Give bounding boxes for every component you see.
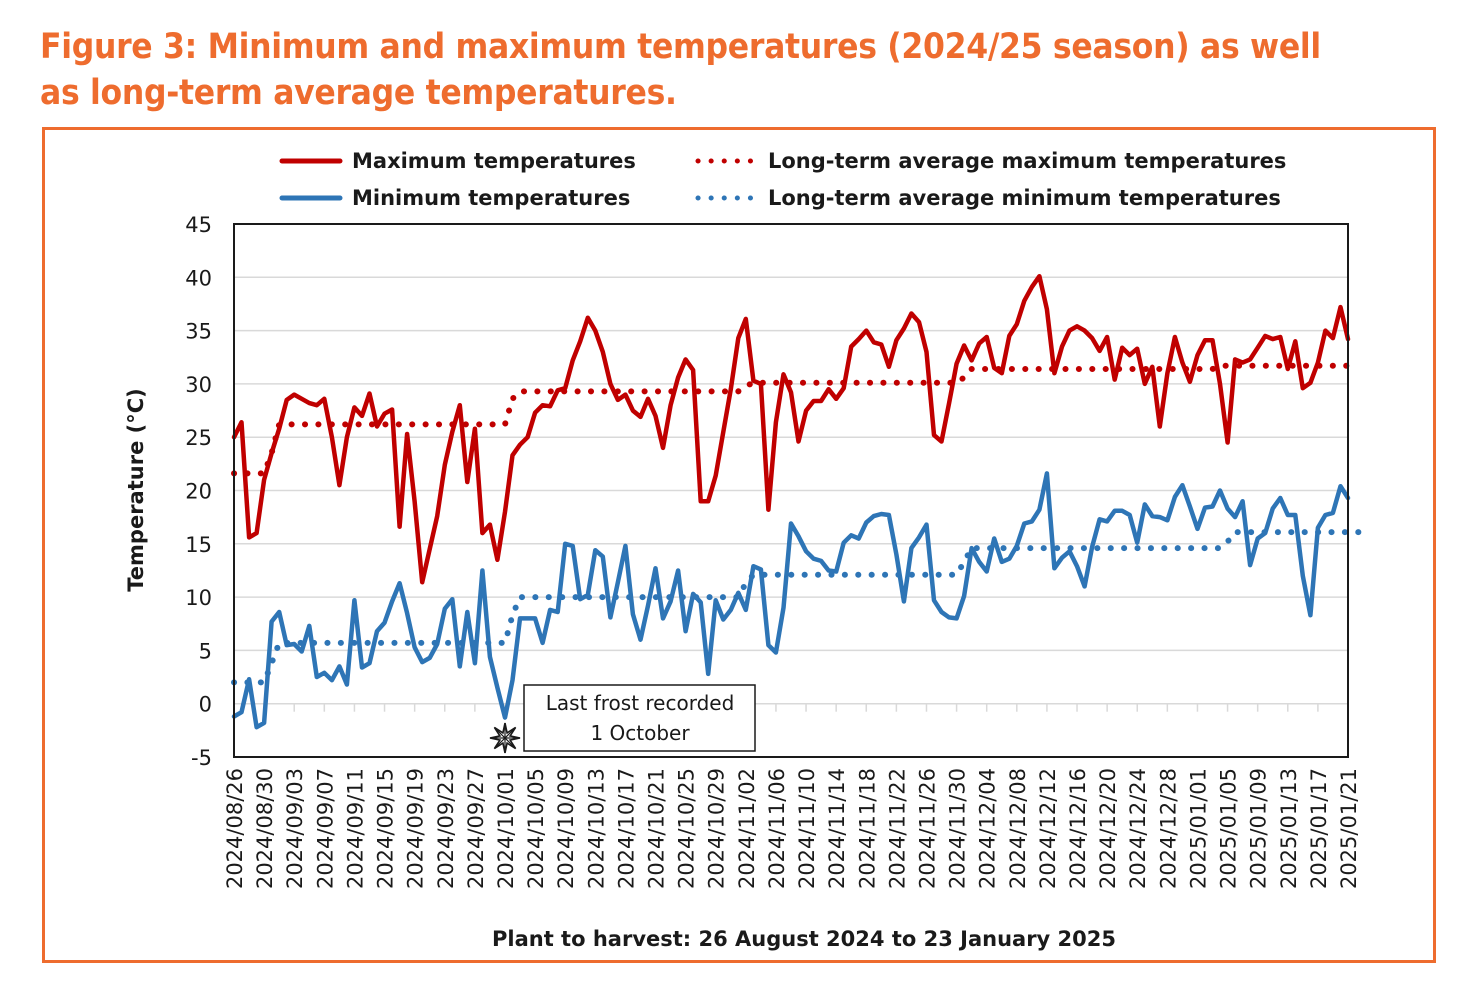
x-tick-label: 2024/11/02 [735,768,759,889]
x-tick-label: 2024/12/08 [1006,768,1030,889]
y-tick-label: 40 [185,266,212,290]
x-tick-label: 2024/12/28 [1156,768,1180,889]
x-tick-label: 2024/08/30 [253,768,277,889]
x-tick-label: 2024/11/26 [915,768,939,889]
x-tick-label: 2024/11/06 [765,768,789,889]
frost-star-icon [489,722,521,754]
x-tick-label: 2024/08/26 [223,768,247,889]
y-axis-title: Temperature (°C) [124,388,148,591]
zero-line-ticks [233,702,1349,712]
x-tick-label: 2024/11/30 [946,768,970,889]
x-tick-label: 2024/11/10 [795,768,819,889]
x-tick-label: 2025/01/21 [1337,768,1361,889]
legend-label-avg-min: Long-term average minimum temperatures [768,186,1281,210]
x-tick-label: 2025/01/13 [1277,768,1301,889]
legend: Maximum temperatures Minimum temperature… [279,149,1286,210]
y-tick-label: -5 [191,746,212,770]
x-tick-label: 2024/12/20 [1096,768,1120,889]
x-tick-label: 2025/01/17 [1307,768,1331,889]
legend-label-max: Maximum temperatures [352,149,636,173]
x-tick-label: 2024/10/01 [494,768,518,889]
legend-label-min: Minimum temperatures [352,186,630,210]
x-tick-label: 2024/09/27 [464,768,488,889]
x-tick-label: 2024/09/15 [374,768,398,889]
x-tick-label: 2024/10/09 [554,768,578,889]
x-tick-label: 2024/12/04 [976,768,1000,889]
x-tick-label: 2024/11/22 [885,768,909,889]
x-tick-label: 2025/01/01 [1186,768,1210,889]
figure-title-line-1: Figure 3: Minimum and maximum temperatur… [40,27,1321,67]
figure-title-line-2: as long-term average temperatures. [40,73,677,113]
frost-star-ray [504,737,517,750]
series-line-maximum-temperatures [231,273,1351,585]
frost-annotation-line-2: 1 October [590,721,690,745]
x-tick-label: 2024/09/03 [283,768,307,889]
y-tick-label: 15 [185,533,212,557]
x-tick-label: 2024/09/23 [434,768,458,889]
y-tick-label: 25 [185,426,212,450]
y-tick-label: 30 [185,373,212,397]
y-tick-label: 45 [185,213,212,237]
x-tick-label: 2024/12/24 [1126,768,1150,889]
x-tick-label: 2024/10/25 [675,768,699,889]
plot-area-border [233,223,1349,758]
y-tick-label: 20 [185,480,212,504]
x-axis-title: Plant to harvest: 26 August 2024 to 23 J… [492,927,1116,951]
x-tick-label: 2024/09/11 [343,768,367,889]
figure-frame [42,127,1436,963]
frost-annotation-line-1: Last frost recorded [546,691,735,715]
x-tick-label: 2024/10/21 [645,768,669,889]
y-tick-label: 35 [185,320,212,344]
x-tick-label: 2024/09/07 [313,768,337,889]
figure-title: Figure 3: Minimum and maximum temperatur… [40,24,1440,116]
frost-annotation: Last frost recorded 1 October [489,684,756,754]
x-tick-label: 2024/11/18 [855,768,879,889]
x-tick-label: 2024/10/17 [614,768,638,889]
x-tick-label: 2024/12/12 [1036,768,1060,889]
y-tick-label: 0 [199,693,212,717]
x-tick-label: 2024/10/29 [705,768,729,889]
y-tick-label: 5 [199,639,212,663]
series-line-long-term-average-maximum-temperatures [231,362,1351,477]
series-line-minimum-temperatures [231,471,1351,730]
x-tick-label: 2024/10/13 [584,768,608,889]
x-tick-label: 2025/01/09 [1247,768,1271,889]
series-line-long-term-average-minimum-temperatures [231,529,1367,686]
frost-star-ray [493,737,506,750]
x-tick-label: 2025/01/05 [1217,768,1241,889]
x-tick-label: 2024/10/05 [524,768,548,889]
x-tick-label: 2024/11/14 [825,768,849,889]
y-tick-labels: -5 0 5 10 15 20 25 30 35 40 45 [185,213,212,770]
frost-annotation-box [523,684,756,752]
x-tick-label: 2024/12/16 [1066,768,1090,889]
series-group [231,273,1367,730]
x-tick-labels: 2024/08/26 2024/08/30 2024/09/03 2024/09/07… [223,768,1361,889]
legend-label-avg-max: Long-term average maximum temperatures [768,149,1286,173]
x-tick-label: 2024/09/19 [404,768,428,889]
y-tick-label: 10 [185,586,212,610]
frost-star-ray [504,726,517,739]
frost-star-ray [493,726,506,739]
